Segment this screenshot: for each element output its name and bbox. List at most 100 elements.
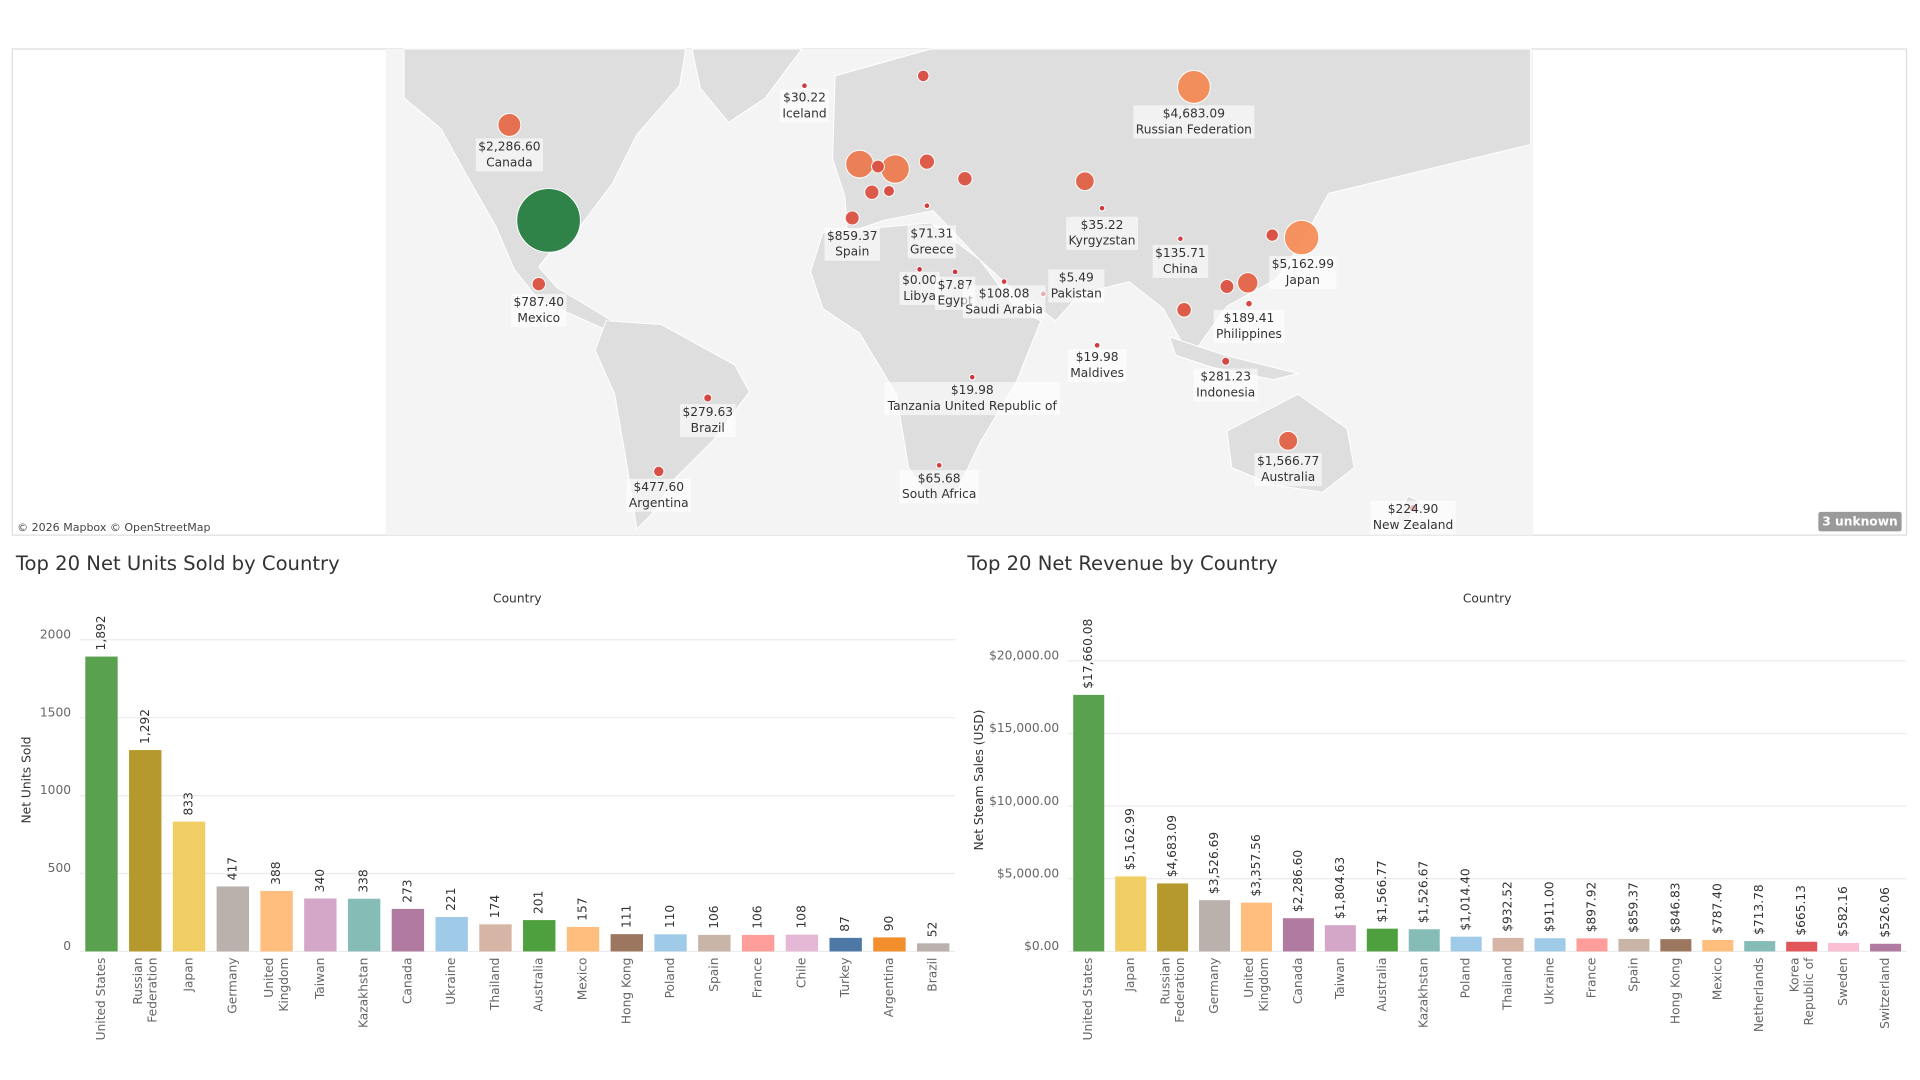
map-label: $5.49 Pakistan <box>1048 269 1105 303</box>
bar <box>1492 937 1524 952</box>
bar <box>1199 900 1231 952</box>
map-bubble <box>918 153 936 170</box>
x-tick-label: Australia <box>1375 958 1389 1012</box>
map-label-bg <box>884 382 1061 416</box>
map-bubble <box>1177 235 1184 243</box>
bar <box>1870 943 1902 952</box>
y-tick-label: 1500 <box>40 705 71 719</box>
y-tick-label: $0.00 <box>1024 939 1059 953</box>
x-axis-title: Country <box>493 591 542 605</box>
map-label-bg <box>511 293 567 327</box>
x-tick-label: Taiwan <box>313 958 327 1001</box>
map-country-label: Canada <box>486 155 533 169</box>
unknown-badge-bg[interactable] <box>1818 511 1902 532</box>
map-label: $108.08 Saudi Arabia <box>962 285 1046 319</box>
x-tick-label: KoreaRepublic of <box>1787 957 1816 1026</box>
bar <box>216 886 250 952</box>
y-axis-title: Net Steam Sales (USD) <box>972 710 986 851</box>
map-bubble <box>1245 299 1253 308</box>
map-label: $0.00 Libya <box>899 271 940 305</box>
map-label-bg <box>475 138 543 172</box>
map-country-label: Indonesia <box>1196 386 1255 400</box>
value-label: 833 <box>182 792 196 815</box>
value-label: $526.06 <box>1878 887 1892 938</box>
value-label: 108 <box>794 905 808 928</box>
map-label-bg <box>1213 309 1285 343</box>
x-tick-label: RussianFederation <box>1158 958 1187 1023</box>
map-country-label: Saudi Arabia <box>965 302 1043 316</box>
map-label-bg <box>1048 269 1105 303</box>
value-label: 174 <box>488 895 502 919</box>
x-tick-label: UnitedKingdom <box>262 958 291 1012</box>
bar <box>829 937 862 952</box>
map-bubble <box>968 373 976 381</box>
map-value-label: $477.60 <box>633 480 684 494</box>
bar <box>1534 938 1566 952</box>
map-label: $19.98 Maldives <box>1067 348 1127 383</box>
map-country-label: Tanzania United Republic of <box>887 399 1058 413</box>
value-label: $5,162.99 <box>1123 808 1137 870</box>
value-label: $787.40 <box>1710 883 1724 934</box>
map-bubble <box>1000 278 1008 285</box>
map-country-label: New Zealand <box>1373 518 1453 532</box>
map-label: $2,286.60 Canada <box>475 138 543 172</box>
map-label: $1,566.77 Australia <box>1254 453 1322 487</box>
map-bubble <box>882 185 895 198</box>
map-value-label: $5,162.99 <box>1272 257 1334 271</box>
indonesia <box>1168 335 1299 381</box>
bar <box>654 934 687 952</box>
map-bubble <box>935 462 943 469</box>
bar <box>347 898 381 952</box>
x-tick-label: Poland <box>663 958 677 999</box>
bar <box>85 656 118 952</box>
x-tick-label: Spain <box>1626 958 1640 992</box>
map-bubble <box>703 393 713 403</box>
revenue-chart: Top 20 Net Revenue by Country Country Net … <box>966 552 1907 1040</box>
map-label: $71.31 Greece <box>907 225 957 259</box>
bar <box>172 821 206 952</box>
map-label: $281.23 Indonesia <box>1193 368 1258 402</box>
x-tick-label: Japan <box>1123 958 1137 993</box>
bar <box>566 926 600 952</box>
map-label-bg <box>899 470 979 504</box>
map-label: $135.71 China <box>1152 244 1209 278</box>
x-tick-label: Netherlands <box>1752 958 1766 1033</box>
map-bubble <box>1237 272 1259 294</box>
y-tick-label: 1000 <box>40 783 71 797</box>
y-tick-label: $20,000.00 <box>989 648 1059 662</box>
value-label: $3,526.69 <box>1207 832 1221 894</box>
map-label: $35.22 Kyrgyzstan <box>1066 216 1139 250</box>
map-country-label: Pakistan <box>1051 286 1102 300</box>
bar <box>741 934 775 952</box>
bar <box>1240 902 1272 952</box>
map-value-label: $0.00 <box>902 273 937 287</box>
map: © 2026 Mapbox © OpenStreetMap 3 unknown … <box>11 48 1908 536</box>
chart-title: Top 20 Net Units Sold by Country <box>15 552 340 575</box>
unknown-badge[interactable]: 3 unknown <box>1822 515 1897 529</box>
map-bubble <box>916 69 930 83</box>
chart-title: Top 20 Net Revenue by Country <box>966 552 1278 575</box>
value-label: 338 <box>357 869 371 892</box>
map-bubble <box>497 112 522 137</box>
map-country-label: Australia <box>1261 470 1315 484</box>
map-label: $477.60 Argentina <box>626 478 692 512</box>
value-label: $3,357.56 <box>1249 834 1263 896</box>
map-label-bg <box>1254 453 1322 487</box>
value-label: 388 <box>269 861 283 884</box>
x-tick-label: UnitedKingdom <box>1242 958 1271 1012</box>
map-value-label: $281.23 <box>1200 370 1251 384</box>
map-country-label: Kyrgyzstan <box>1069 234 1136 248</box>
x-tick-label: Ukraine <box>444 958 458 1005</box>
map-country-label: South Africa <box>902 487 976 501</box>
bar <box>129 750 162 952</box>
x-tick-label: Hong Kong <box>619 958 633 1025</box>
y-tick-label: 500 <box>48 861 71 875</box>
map-country-label: Russian Federation <box>1136 122 1252 136</box>
map-label-bg <box>1152 244 1209 278</box>
bar <box>304 898 337 952</box>
value-label: 417 <box>225 857 239 880</box>
map-bubble <box>1219 279 1235 294</box>
map-bubble <box>1221 356 1231 366</box>
map-bubble <box>844 210 860 226</box>
